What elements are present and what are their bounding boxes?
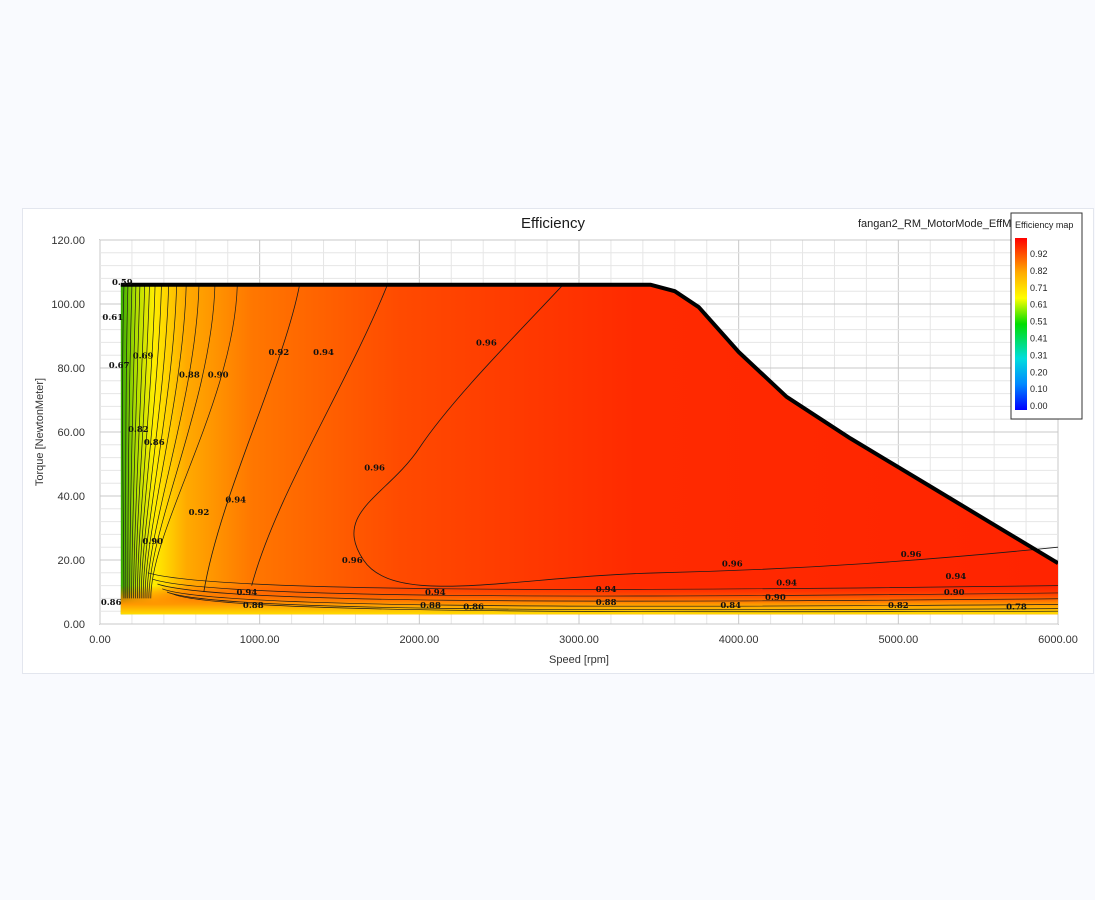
y-tick-label: 0.00	[64, 619, 85, 631]
contour-label: 0.69	[133, 351, 154, 361]
contour-line	[146, 284, 200, 599]
contour-label: 0.92	[189, 508, 210, 518]
contour-line	[144, 284, 187, 599]
contour-line-092	[203, 284, 300, 593]
contour-label: 0.90	[944, 588, 965, 598]
contour-line-low	[157, 583, 1058, 602]
contour-lines	[122, 284, 1058, 613]
low-torque-band	[120, 585, 1058, 615]
contour-label: 0.96	[476, 339, 497, 349]
legend-label: 0.71	[1030, 283, 1048, 293]
contour-label: 0.94	[945, 572, 966, 582]
contour-line	[125, 284, 129, 599]
contour-line	[138, 284, 162, 599]
contour-label: 0.92	[268, 348, 289, 358]
contour-label: 0.88	[243, 601, 264, 611]
legend-colorbar	[1015, 238, 1027, 410]
contour-label: 0.94	[313, 348, 334, 358]
x-ticks: 0.00 1000.00 2000.00 3000.00 4000.00 5000.00 6…	[89, 634, 1078, 646]
contour-label: 0.96	[342, 556, 363, 566]
x-tick-label: 0.00	[89, 634, 110, 646]
contour-labels: 0.59 0.61 0.670.69 0.88 0.90 0.92 0.94 0.96 0.82…	[101, 278, 1027, 613]
contour-line	[137, 284, 156, 599]
contour-label: 0.88	[420, 601, 441, 611]
contour-line-low	[147, 572, 1058, 590]
contour-label: 0.90	[142, 537, 163, 547]
y-axis-label: Torque [NewtonMeter]	[34, 378, 46, 486]
x-tick-label: 1000.00	[240, 634, 280, 646]
chart-title: Efficiency	[521, 215, 585, 232]
contour-label: 0.86	[463, 603, 484, 613]
legend-label: 0.61	[1030, 300, 1048, 310]
legend-label: 0.82	[1030, 266, 1048, 276]
contour-label: 0.94	[237, 588, 258, 598]
legend-label: 0.10	[1030, 384, 1048, 394]
contour-line	[148, 284, 216, 599]
contour-line-low	[166, 591, 1058, 611]
contour-label: 0.96	[364, 463, 385, 473]
x-tick-label: 2000.00	[399, 634, 439, 646]
contour-line-096	[353, 284, 1058, 587]
chart-subtitle: fangan2_RM_MotorMode_EffM	[858, 218, 1011, 230]
contour-label: 0.90	[208, 371, 229, 381]
contour-line	[135, 284, 150, 599]
contour-line	[131, 284, 141, 599]
legend-label: 0.92	[1030, 249, 1048, 259]
contour-label: 0.78	[1006, 603, 1027, 613]
contour-line-094	[251, 284, 388, 586]
contour-label: 0.88	[179, 371, 200, 381]
legend-label: 0.00	[1030, 401, 1048, 411]
y-tick-label: 80.00	[57, 363, 85, 375]
y-tick-label: 120.00	[51, 235, 85, 247]
x-tick-label: 4000.00	[719, 634, 759, 646]
contour-label: 0.82	[128, 425, 149, 435]
contour-label: 0.94	[596, 585, 617, 595]
y-tick-label: 60.00	[57, 427, 85, 439]
contour-label: 0.84	[720, 601, 741, 611]
contour-label: 0.67	[109, 361, 130, 371]
legend-title: Efficiency map	[1015, 220, 1073, 230]
legend-label: 0.41	[1030, 334, 1048, 344]
contour-line	[129, 284, 137, 599]
contour-line	[127, 284, 133, 599]
contour-label: 0.90	[765, 593, 786, 603]
contour-label: 0.88	[596, 598, 617, 608]
contour-label: 0.86	[101, 598, 122, 608]
torque-speed-envelope	[120, 282, 1058, 565]
contour-label: 0.86	[144, 438, 165, 448]
contour-line	[122, 284, 125, 599]
efficiency-region	[120, 284, 1058, 615]
y-ticks: 0.00 20.00 40.00 60.00 80.00 100.00 120.00	[51, 235, 85, 631]
contour-label: 0.61	[102, 313, 123, 323]
legend-label: 0.20	[1030, 367, 1048, 377]
y-tick-label: 100.00	[51, 299, 85, 311]
contour-line	[140, 284, 170, 599]
contour-line	[150, 284, 238, 599]
legend: Efficiency map 0.92 0.82 0.71 0.61 0.51 0.41 0…	[1010, 212, 1083, 420]
x-tick-label: 3000.00	[559, 634, 599, 646]
contour-label: 0.94	[776, 579, 797, 589]
y-tick-label: 40.00	[57, 491, 85, 503]
legend-label: 0.31	[1030, 350, 1048, 360]
contour-line-low	[162, 588, 1058, 607]
contour-label: 0.96	[722, 559, 743, 569]
contour-line	[133, 284, 146, 599]
x-tick-label: 5000.00	[878, 634, 918, 646]
contour-label: 0.94	[425, 588, 446, 598]
y-tick-label: 20.00	[57, 555, 85, 567]
legend-label: 0.51	[1030, 317, 1048, 327]
contour-line-low	[171, 593, 1058, 613]
contour-label: 0.59	[112, 278, 133, 288]
contour-label: 0.82	[888, 601, 909, 611]
contour-label: 0.96	[901, 550, 922, 560]
contour-line-low	[152, 578, 1058, 597]
x-tick-label: 6000.00	[1038, 634, 1078, 646]
x-axis-label: Speed [rpm]	[549, 654, 609, 666]
contour-label: 0.94	[225, 495, 246, 505]
contour-line	[142, 284, 177, 599]
